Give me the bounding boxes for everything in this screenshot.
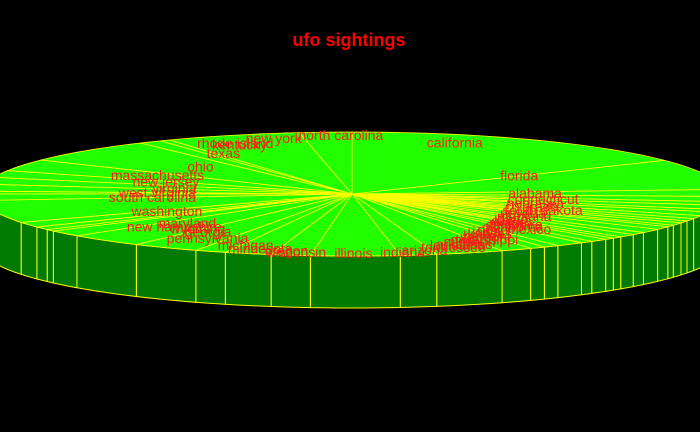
- label-nevada: nevada: [500, 205, 546, 221]
- side-tennessee: [501, 247, 532, 304]
- label-montana: montana: [497, 208, 552, 224]
- slice-pennsylvania: [76, 193, 353, 245]
- label-wisconsin: wisconsin: [264, 244, 326, 260]
- label-georgia: georgia: [185, 223, 232, 239]
- label-massachusetts: massachusetts: [111, 167, 204, 183]
- label-colorado: colorado: [505, 199, 559, 215]
- label-oklahoma: oklahoma: [483, 218, 544, 234]
- side-louisiana: [530, 246, 545, 301]
- side-oklahoma: [657, 226, 669, 282]
- label-north-carolina: north carolina: [298, 127, 383, 143]
- label-new-hampshire: new hampshire: [127, 219, 222, 235]
- label-new-york: new york: [246, 130, 303, 146]
- side-idaho: [686, 217, 695, 274]
- side-vermont: [605, 237, 614, 292]
- label-maryland: maryland: [159, 215, 217, 231]
- side-montana: [693, 215, 700, 272]
- slice-labels: california florida alabamaconnecticutnebra…: [109, 127, 583, 261]
- slice-michigan: [136, 193, 353, 251]
- label-illinois: illinois: [334, 245, 372, 261]
- side-arkansas: [543, 245, 559, 300]
- label-delaware: delaware: [486, 216, 543, 232]
- slice-alabama: [351, 189, 700, 197]
- side-wisconsin: [270, 254, 311, 309]
- slice-arizona: [351, 193, 503, 255]
- label-arizona: arizona: [402, 242, 448, 258]
- side-alaska: [680, 220, 688, 276]
- side-utah: [591, 238, 607, 294]
- label-ohio: ohio: [187, 159, 214, 175]
- label-rhode-island: rhode island: [197, 135, 273, 151]
- label-new-mexico: new mexico: [477, 221, 551, 237]
- side-missouri: [557, 242, 582, 299]
- slice-california: [351, 131, 665, 195]
- side-arizona: [436, 250, 503, 307]
- slice-illinois: [309, 193, 402, 257]
- side-indiana: [399, 253, 438, 308]
- label-mississippi: mississippi: [451, 232, 519, 248]
- side-illinois: [309, 254, 401, 309]
- pie-body: [0, 131, 700, 309]
- label-tennessee: tennessee: [421, 239, 486, 255]
- slice-south-carolina: [0, 193, 353, 201]
- label-michigan: michigan: [218, 237, 274, 253]
- label-alaska: alaska: [492, 213, 533, 229]
- label-alabama: alabama: [508, 185, 562, 201]
- label-utah: utah: [456, 230, 483, 246]
- chart-title: ufo sightings: [293, 30, 406, 50]
- side-iowa: [632, 231, 644, 288]
- side-michigan: [135, 243, 197, 303]
- label-connecticut: connecticut: [508, 191, 579, 207]
- label-south-dakota: south dakota: [503, 202, 583, 218]
- label-nebraska: nebraska: [506, 195, 564, 211]
- label-wyoming: wyoming: [169, 220, 225, 236]
- side-delaware: [667, 224, 674, 280]
- label-south-carolina: south carolina: [109, 189, 196, 205]
- label-idaho: idaho: [494, 211, 528, 227]
- side-oregon: [224, 251, 272, 308]
- slice-ohio: [7, 159, 353, 195]
- label-maine: maine: [489, 215, 527, 231]
- label-kansas: kansas: [468, 226, 512, 242]
- label-oregon: oregon: [265, 243, 309, 259]
- label-florida: florida: [500, 167, 538, 183]
- label-arkansas: arkansas: [436, 236, 493, 252]
- slice-florida: [351, 159, 700, 195]
- label-indiana: indiana: [380, 244, 425, 260]
- label-california: california: [427, 134, 483, 150]
- label-vermont: vermont: [460, 229, 511, 245]
- side-maine: [672, 222, 682, 278]
- label-west-virginia: west virginia: [118, 185, 196, 201]
- side-new-hampshire: [36, 226, 48, 283]
- label-hawaii: hawaii: [463, 227, 503, 243]
- label-minnesota: minnesota: [228, 241, 293, 257]
- label-kentucky: kentucky: [212, 137, 267, 153]
- label-iowa: iowa: [472, 224, 501, 240]
- side-maryland: [20, 221, 38, 280]
- label-texas: texas: [207, 145, 240, 161]
- slice-new-york: [169, 132, 354, 195]
- side-wyoming: [46, 228, 54, 284]
- slice-texas: [40, 142, 353, 195]
- side-hawaii: [612, 236, 622, 291]
- side-kansas: [620, 233, 634, 290]
- side-pennsylvania: [76, 235, 137, 298]
- slice-washington: [0, 193, 353, 223]
- label-washington: washington: [130, 203, 202, 219]
- label-louisiana: louisiana: [430, 237, 485, 253]
- label-virginia: virginia: [152, 180, 197, 196]
- side-new-mexico: [642, 228, 659, 286]
- label-new-jersey: new jersey: [132, 173, 199, 189]
- slice-north-carolina: [298, 131, 353, 196]
- side-minnesota: [195, 249, 226, 305]
- label-missouri: missouri: [444, 234, 496, 250]
- label-pennsylvania: pennsylvania: [167, 230, 249, 246]
- side-georgia: [52, 230, 78, 289]
- pie-top-face: [0, 131, 700, 257]
- side-mississippi: [580, 240, 593, 296]
